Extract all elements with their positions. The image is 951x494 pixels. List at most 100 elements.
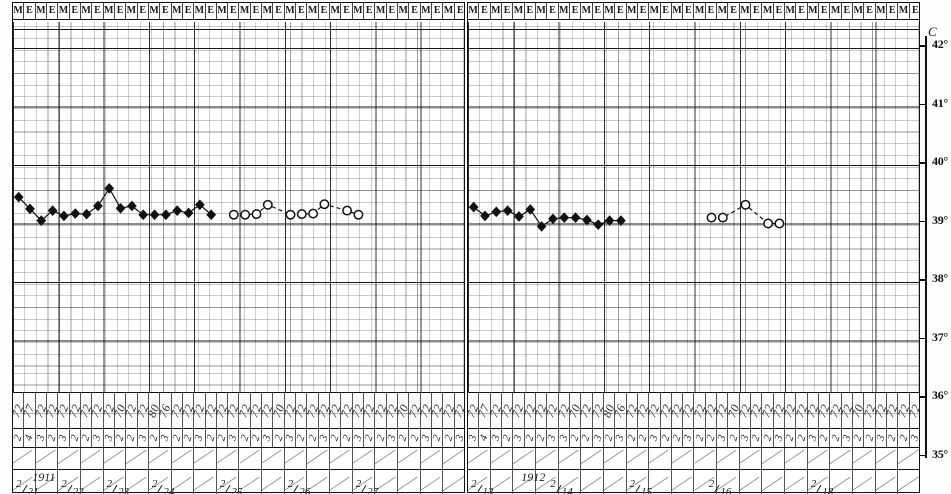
respiration-cell: 3 [57, 429, 70, 447]
temperature-point-filled[interactable] [468, 201, 479, 213]
temperature-series-overlay [13, 183, 364, 226]
pulse-row: 72 77 72 72 72 72 72 72 72 70 72 72 80 76 72 72 72 72 72 72… [464, 392, 924, 428]
temperature-point-filled[interactable] [93, 200, 103, 212]
notes-cell [330, 448, 353, 469]
axis-tick-label: 42° [932, 37, 948, 51]
respiration-cell: 2 [535, 429, 548, 447]
respiration-cell: 2 [374, 429, 387, 447]
date-cell [307, 470, 331, 494]
respiration-cell: 2 [501, 429, 514, 447]
temperature-point-filled[interactable] [149, 209, 160, 221]
notes-cell [740, 448, 763, 469]
temperature-point-filled[interactable] [604, 215, 615, 226]
temperature-point-filled[interactable] [47, 205, 58, 216]
temperature-point-filled[interactable] [491, 206, 502, 218]
temperature-point-open[interactable] [319, 199, 330, 210]
temperature-point-filled[interactable] [593, 219, 604, 231]
pulse-cell: 72 [416, 393, 434, 428]
temperature-point-filled[interactable] [536, 221, 547, 232]
respiration-cell: 2 [818, 429, 831, 447]
temperature-point-filled[interactable] [570, 212, 581, 223]
temperature-point-filled[interactable] [104, 183, 115, 194]
temperature-point-open[interactable] [353, 209, 364, 220]
temperature-point-filled[interactable] [36, 215, 47, 226]
pulse-cell: 72 [871, 393, 889, 428]
temperature-point-open[interactable] [240, 209, 251, 220]
temperature-point-open[interactable] [308, 208, 319, 219]
diagonal-rule-icon [172, 470, 194, 494]
respiration-cell: 3 [716, 429, 729, 447]
temperature-point-open[interactable] [763, 218, 774, 229]
temperature-point-filled[interactable] [616, 215, 626, 226]
respiration-cell: 3 [419, 429, 432, 447]
pulse-cell: 72 [247, 393, 264, 428]
session-header-cell-morning: M [830, 3, 842, 19]
temperature-point-filled[interactable] [127, 200, 137, 212]
temperature-point-filled[interactable] [25, 203, 35, 215]
session-header-cell-evening: E [206, 3, 217, 19]
temperature-point-open[interactable] [342, 205, 353, 216]
temperature-point-open[interactable] [774, 218, 785, 229]
temperature-point-open[interactable] [717, 212, 728, 223]
respiration-cell: 4 [478, 429, 491, 447]
axis-tick-label: 36° [932, 388, 948, 402]
temperature-point-filled[interactable] [548, 213, 558, 225]
temperature-point-filled[interactable] [59, 210, 69, 222]
temperature-point-filled[interactable] [582, 214, 592, 226]
temperature-point-filled[interactable] [138, 209, 149, 221]
temperature-point-open[interactable] [228, 209, 239, 220]
temperature-point-open[interactable] [251, 209, 262, 220]
pulse-cell: 72 [179, 393, 196, 428]
date-cell [240, 470, 263, 494]
temperature-point-open[interactable] [296, 209, 307, 220]
session-header-cell-morning: M [58, 3, 70, 19]
temperature-point-filled[interactable] [194, 199, 205, 211]
temperature-line [233, 203, 359, 216]
date-cell [194, 470, 217, 494]
temperature-point-filled[interactable] [514, 211, 524, 222]
pulse-cell: 70 [394, 393, 412, 428]
pulse-cell: 72 [9, 393, 27, 428]
respiration-cell: 2 [12, 429, 25, 447]
pulse-cell: 72 [656, 393, 674, 428]
notes-cell [717, 448, 740, 469]
date-label-2-22: 222 [61, 478, 84, 494]
temperature-point-filled[interactable] [161, 209, 171, 221]
temperature-point-filled[interactable] [206, 209, 217, 221]
temperature-point-open[interactable] [740, 199, 751, 210]
session-header-cell-evening: E [160, 3, 172, 19]
session-header-cell-morning: M [491, 3, 502, 19]
date-cell [649, 470, 672, 494]
temperature-point-filled[interactable] [81, 208, 92, 220]
diagonal-rule-icon [58, 448, 80, 469]
pulse-cell: 72 [65, 393, 83, 428]
diagonal-rule-icon [240, 448, 262, 469]
temperature-point-open[interactable] [706, 212, 717, 223]
temperature-point-filled[interactable] [502, 205, 513, 216]
diagonal-rule-icon [581, 448, 603, 469]
temperature-point-filled[interactable] [172, 205, 183, 216]
temperature-point-filled[interactable] [559, 212, 570, 223]
temperature-point-filled[interactable] [525, 204, 536, 215]
temperature-point-filled[interactable] [70, 208, 81, 219]
pulse-cell: 72 [292, 393, 310, 428]
diagonal-rule-icon [695, 448, 717, 469]
temperature-point-open[interactable] [285, 209, 296, 220]
session-header-cell-evening: E [409, 3, 421, 19]
temperature-point-filled[interactable] [480, 210, 490, 222]
pulse-cell: 72 [645, 393, 663, 428]
temperature-point-open[interactable] [262, 199, 273, 210]
diagonal-rule-icon [36, 448, 58, 469]
session-header-cell-evening: E [751, 3, 763, 19]
pulse-cell: 72 [883, 393, 901, 428]
pulse-cell: 80 [600, 393, 618, 428]
temperature-axis-line [925, 36, 927, 459]
temperature-point-filled[interactable] [115, 202, 126, 214]
date-cell [443, 470, 466, 494]
session-header-cell-morning: M [581, 3, 593, 19]
temperature-point-filled[interactable] [13, 191, 24, 203]
respiration-cell: 2 [431, 429, 444, 447]
temperature-point-filled[interactable] [183, 207, 194, 219]
pulse-row-midrule [468, 412, 919, 414]
